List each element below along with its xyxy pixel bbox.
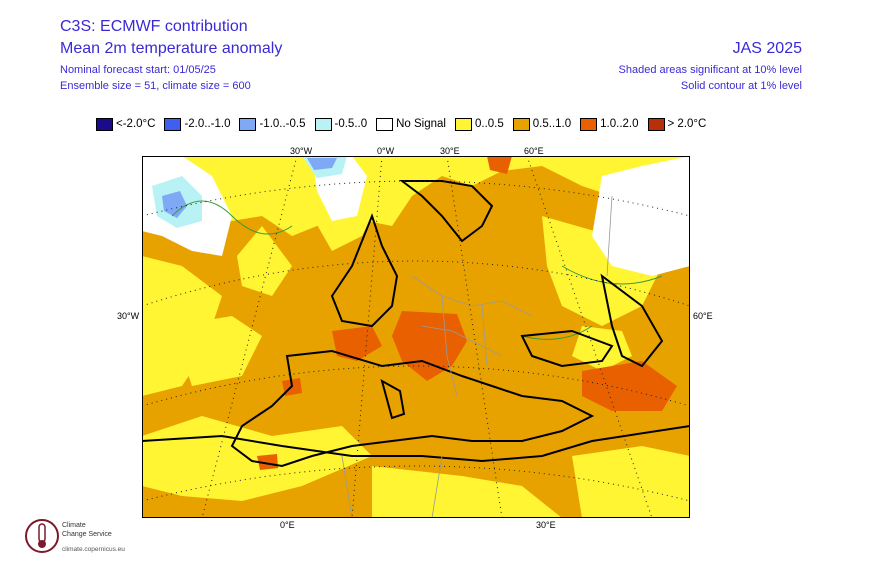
grid-label-right-60e: 60°E (693, 311, 713, 321)
country-borders (341, 195, 613, 518)
strong-anomaly-regions (257, 156, 677, 470)
grid-label-bottom-0e: 0°E (280, 520, 295, 530)
legend-item-05-1: 0.5..1.0 (512, 117, 572, 131)
grid-label-bottom-30e: 30°E (536, 520, 556, 530)
significance-shaded-note: Shaded areas significant at 10% level (618, 64, 802, 76)
legend-swatch (96, 117, 113, 131)
cool-anomaly-regions (152, 156, 347, 228)
legend-item-minus1-minus05: -1.0..-0.5 (239, 117, 306, 131)
coastlines (142, 180, 690, 468)
legend-swatch (512, 117, 530, 131)
ensemble-size: Ensemble size = 51, climate size = 600 (60, 80, 251, 92)
legend-item-0-05: 0..0.5 (454, 117, 504, 131)
grid-label-top-30e: 30°E (440, 146, 460, 156)
legend-label: <-2.0°C (116, 118, 156, 130)
thermometer-icon (38, 523, 46, 543)
legend-label: 0.5..1.0 (532, 118, 572, 130)
map-frame (142, 156, 690, 518)
grid-label-top-0w: 0°W (377, 146, 395, 156)
logo-text-line1: Climate (62, 522, 86, 529)
legend-label: > 2.0°C (667, 118, 707, 130)
copernicus-logo (25, 519, 59, 553)
map-title: C3S: ECMWF contribution (60, 18, 248, 35)
legend-label: -0.5..0 (334, 118, 368, 130)
legend-label: -1.0..-0.5 (259, 118, 306, 130)
legend-swatch (314, 117, 332, 131)
legend-item-minus2-minus1: -2.0..-1.0 (164, 117, 231, 131)
graticule (142, 156, 690, 518)
legend-swatch (647, 117, 665, 131)
legend-item-lt-minus2: <-2.0°C (96, 117, 156, 131)
forecast-start: Nominal forecast start: 01/05/25 (60, 64, 216, 76)
legend-item-gt-2: > 2.0°C (647, 117, 707, 131)
legend-label: -2.0..-1.0 (184, 118, 231, 130)
legend-item-minus05-0: -0.5..0 (314, 117, 368, 131)
legend-swatch (164, 117, 182, 131)
grid-label-top-30w: 30°W (290, 146, 313, 156)
legend-label: 1.0..2.0 (600, 118, 639, 130)
legend-label: 0..0.5 (474, 118, 504, 130)
legend-label: No Signal (396, 118, 446, 130)
grid-label-top-60e: 60°E (524, 146, 544, 156)
color-legend: <-2.0°C -2.0..-1.0 -1.0..-0.5 -0.5..0 No… (96, 115, 715, 133)
legend-item-1-2: 1.0..2.0 (580, 117, 639, 131)
logo-url: climate.copernicus.eu (62, 546, 125, 553)
anomaly-map (142, 156, 690, 518)
legend-item-no-signal: No Signal (376, 117, 446, 131)
map-subtitle: Mean 2m temperature anomaly (60, 40, 283, 57)
season-label: JAS 2025 (732, 40, 802, 57)
legend-swatch (580, 117, 598, 131)
legend-swatch (376, 117, 394, 131)
logo-text-line2: Change Service (62, 531, 112, 538)
legend-swatch (239, 117, 257, 131)
significance-contour-note: Solid contour at 1% level (680, 80, 802, 92)
legend-swatch (454, 117, 472, 131)
logo-ring-icon (25, 519, 59, 553)
grid-label-left-30w: 30°W (117, 311, 140, 321)
